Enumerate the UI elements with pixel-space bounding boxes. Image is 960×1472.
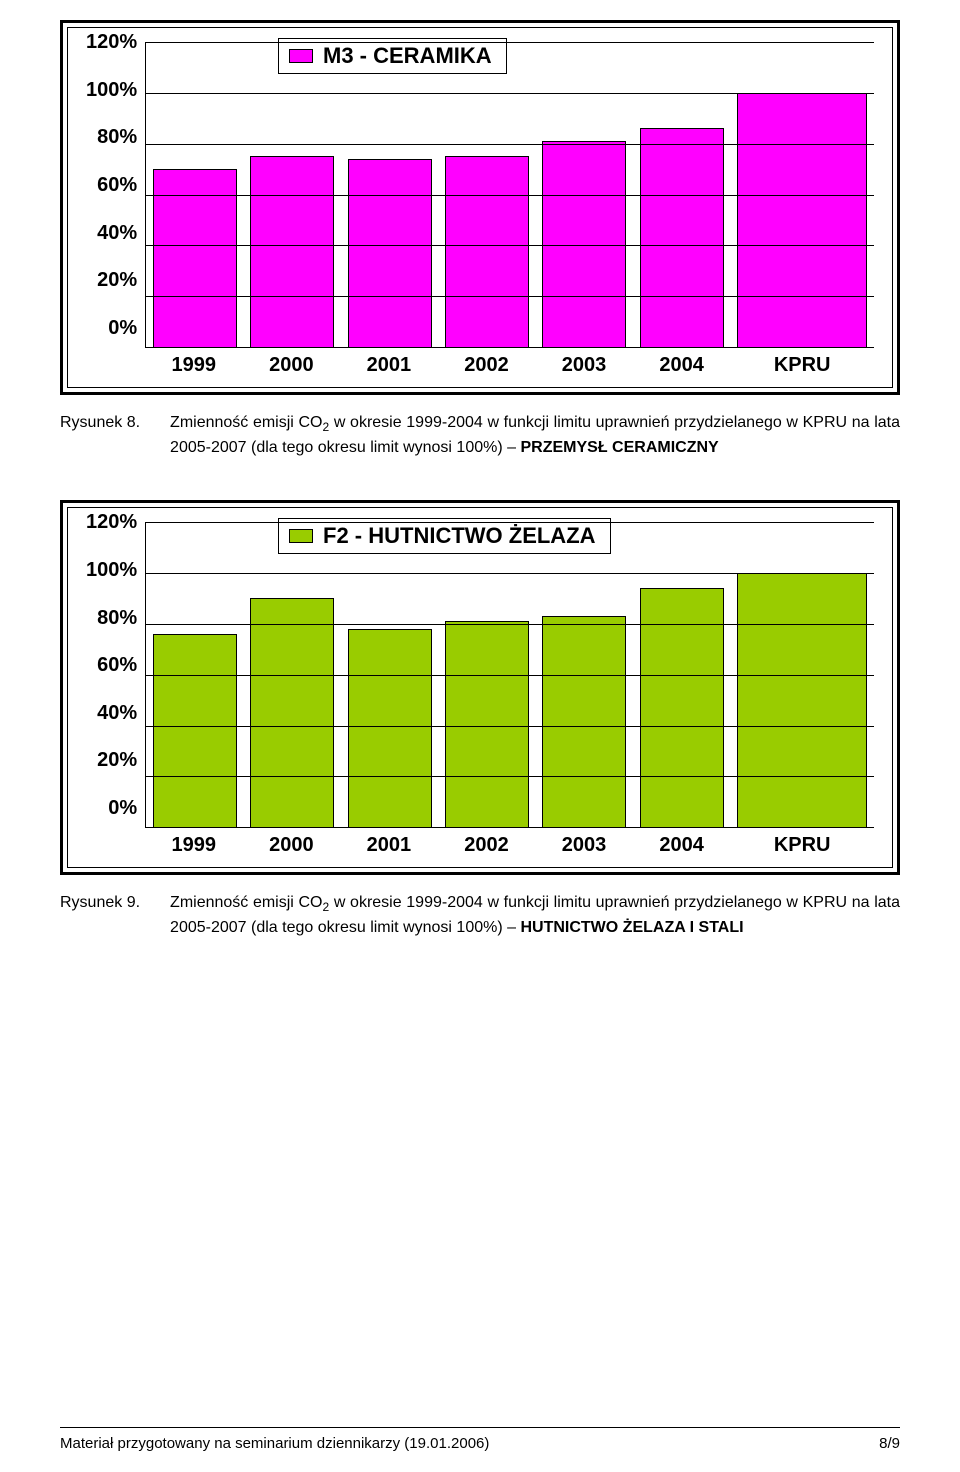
x-tick: 2004 (640, 834, 724, 857)
bar (250, 156, 334, 347)
y-tick: 80% (97, 608, 137, 628)
y-tick: 120% (86, 32, 137, 52)
caption-2-body: Zmienność emisji CO2 w okresie 1999-2004… (170, 891, 900, 940)
footer-divider (60, 1427, 900, 1428)
chart-1-y-axis: 120% 100% 80% 60% 40% 20% 0% (86, 32, 145, 338)
chart-2-plot (145, 522, 874, 828)
bar (445, 621, 529, 827)
y-tick: 100% (86, 80, 137, 100)
x-tick: KPRU (737, 354, 867, 377)
x-tick: 2000 (249, 354, 333, 377)
caption-1: Rysunek 8. Zmienność emisji CO2 w okresi… (60, 411, 900, 460)
x-tick: KPRU (737, 834, 867, 857)
page-footer: Materiał przygotowany na seminarium dzie… (60, 1435, 900, 1452)
caption-1-label: Rysunek 8. (60, 411, 140, 460)
chart-2-x-axis: 1999 2000 2001 2002 2003 2004 KPRU (145, 828, 874, 857)
bar (153, 634, 237, 827)
chart-1-x-axis: 1999 2000 2001 2002 2003 2004 KPRU (145, 348, 874, 377)
gridline (146, 624, 874, 625)
chart-2-y-axis: 120% 100% 80% 60% 40% 20% 0% (86, 512, 145, 818)
x-tick: 2002 (444, 834, 528, 857)
bar (640, 128, 724, 347)
chart-1-frame: M3 - CERAMIKA 120%100%80%60%40%20%0% 199… (60, 20, 900, 395)
y-tick: 80% (97, 127, 137, 147)
x-tick: 1999 (152, 834, 236, 857)
footer-left: Materiał przygotowany na seminarium dzie… (60, 1435, 489, 1452)
bar (153, 169, 237, 347)
gridline (146, 195, 874, 196)
gridline (146, 573, 874, 574)
bar (737, 93, 867, 347)
y-tick: 40% (97, 223, 137, 243)
caption-text: Zmienność emisji CO (170, 894, 322, 911)
y-tick: 40% (97, 703, 137, 723)
x-tick: 1999 (152, 354, 236, 377)
x-tick: 2001 (347, 354, 431, 377)
x-tick: 2001 (347, 834, 431, 857)
caption-bold: PRZEMYSŁ CERAMICZNY (520, 439, 718, 456)
bar (542, 141, 626, 347)
caption-2-label: Rysunek 9. (60, 891, 140, 940)
gridline (146, 776, 874, 777)
x-tick: 2003 (542, 834, 626, 857)
gridline (146, 245, 874, 246)
y-tick: 60% (97, 655, 137, 675)
y-tick: 20% (97, 750, 137, 770)
y-tick: 0% (108, 798, 137, 818)
gridline (146, 522, 874, 523)
footer-right: 8/9 (879, 1435, 900, 1452)
y-tick: 120% (86, 512, 137, 532)
y-tick: 20% (97, 270, 137, 290)
bar (445, 156, 529, 347)
x-tick: 2000 (249, 834, 333, 857)
gridline (146, 726, 874, 727)
chart-1: M3 - CERAMIKA 120%100%80%60%40%20%0% 199… (67, 27, 893, 388)
chart-1-plot (145, 42, 874, 348)
bar (348, 629, 432, 827)
bar (250, 598, 334, 827)
gridline (146, 296, 874, 297)
bar (737, 573, 867, 827)
x-tick: 2002 (444, 354, 528, 377)
gridline (146, 93, 874, 94)
caption-text: Zmienność emisji CO (170, 414, 322, 431)
x-tick: 2003 (542, 354, 626, 377)
chart-2: F2 - HUTNICTWO ŻELAZA 120%100%80%60%40%2… (67, 507, 893, 868)
caption-2: Rysunek 9. Zmienność emisji CO2 w okresi… (60, 891, 900, 940)
caption-1-body: Zmienność emisji CO2 w okresie 1999-2004… (170, 411, 900, 460)
gridline (146, 675, 874, 676)
bar (542, 616, 626, 827)
y-tick: 0% (108, 318, 137, 338)
y-tick: 60% (97, 175, 137, 195)
bar (348, 159, 432, 347)
gridline (146, 144, 874, 145)
chart-2-frame: F2 - HUTNICTWO ŻELAZA 120%100%80%60%40%2… (60, 500, 900, 875)
y-tick: 100% (86, 560, 137, 580)
gridline (146, 42, 874, 43)
x-tick: 2004 (640, 354, 724, 377)
caption-bold: HUTNICTWO ŻELAZA I STALI (520, 919, 743, 936)
